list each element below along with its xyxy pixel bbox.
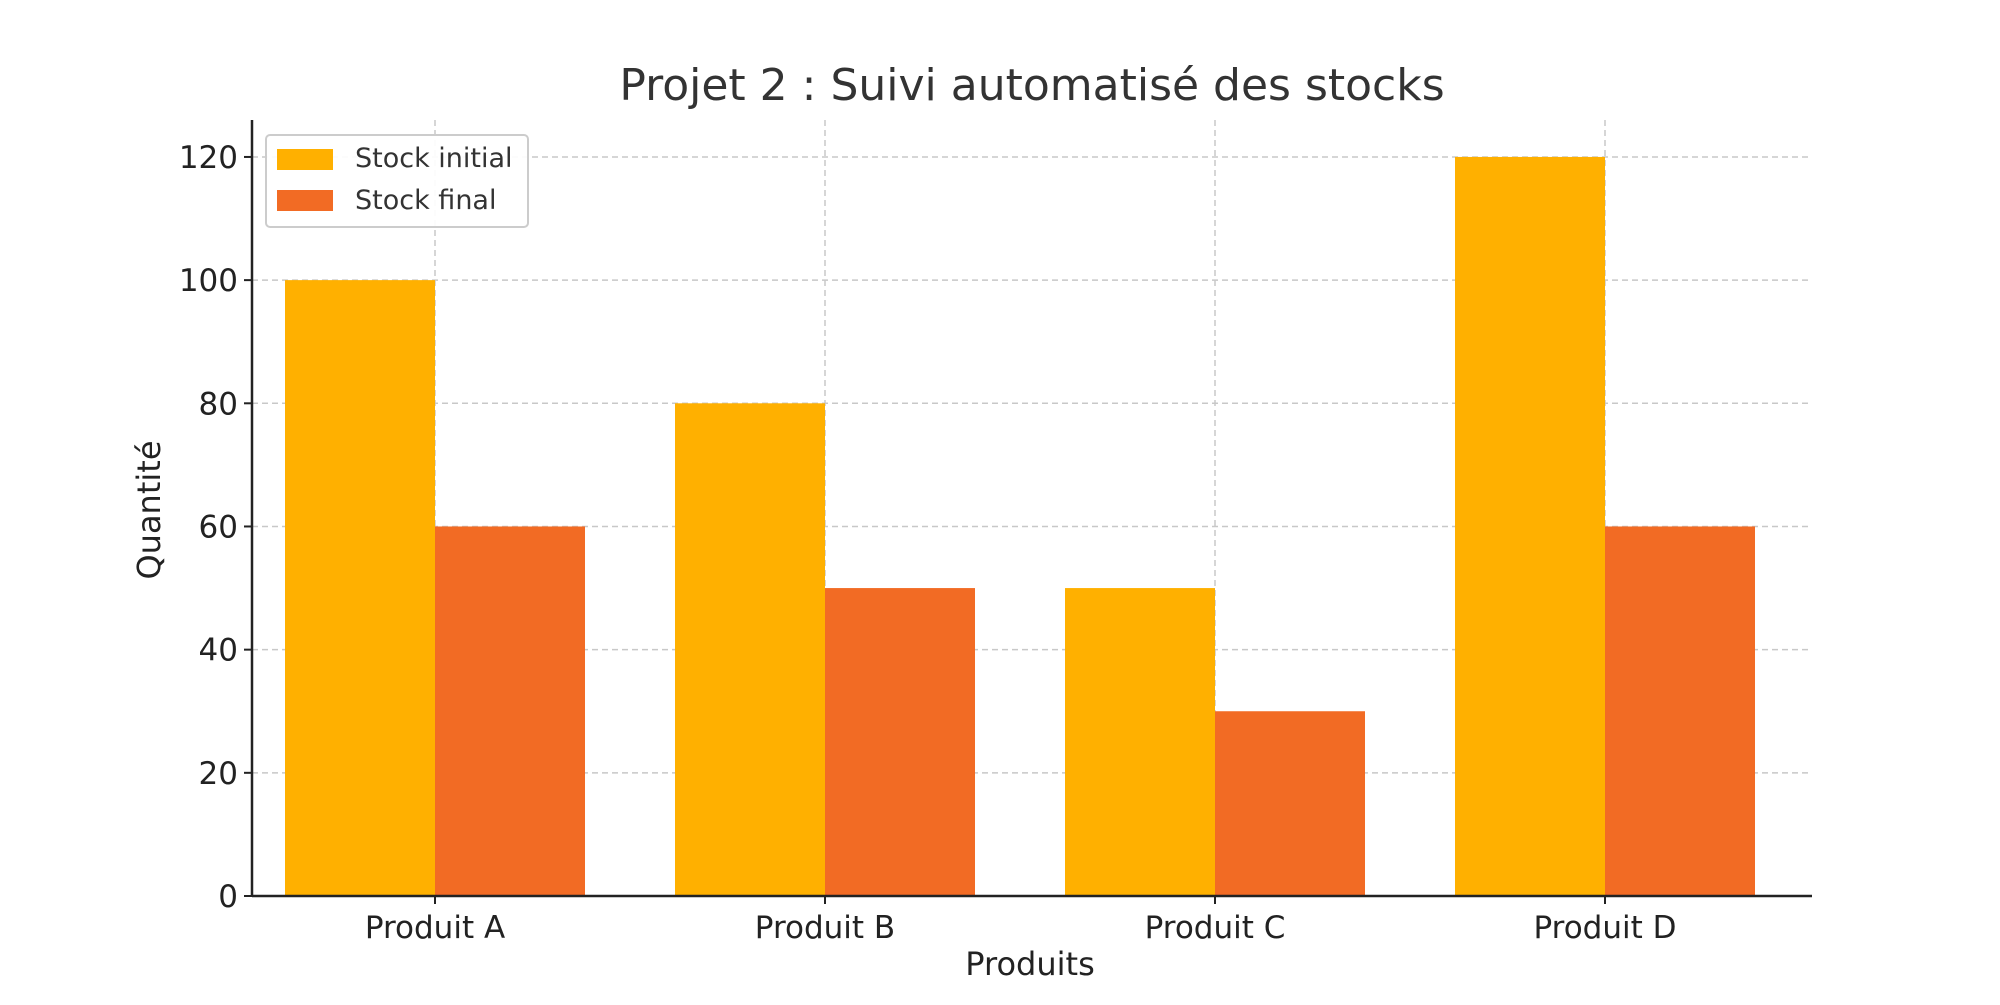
legend-label-stock-initial: Stock initial	[355, 143, 513, 174]
y-tick-label: 20	[199, 756, 238, 792]
x-tick-label: Produit C	[1145, 910, 1286, 946]
y-tick-label: 60	[199, 509, 238, 545]
x-tick-label: Produit D	[1534, 910, 1677, 946]
y-tick-label: 80	[199, 386, 238, 422]
y-tick-label: 40	[199, 633, 238, 669]
y-tick-label: 100	[179, 263, 238, 299]
bar-stock-initial-1	[675, 403, 825, 896]
bar-stock-initial-0	[285, 280, 435, 897]
x-tick-label: Produit B	[755, 910, 895, 946]
axes	[244, 120, 1812, 904]
tick-labels: 0 20 40 60 80 100 120 Produit A Produit B Produit…	[179, 140, 1677, 946]
x-axis-label: Produits	[965, 945, 1094, 983]
bar-stock-final-0	[435, 526, 585, 896]
legend-swatch-stock-final	[277, 190, 333, 211]
chart-title: Projet 2 : Suivi automatisé des stocks	[619, 60, 1444, 111]
bar-stock-initial-3	[1455, 156, 1605, 896]
bar-stock-final-2	[1215, 711, 1365, 896]
x-tick-label: Produit A	[365, 910, 505, 946]
bar-stock-final-3	[1605, 526, 1755, 896]
y-tick-label: 120	[179, 140, 238, 176]
bars	[285, 156, 1755, 897]
y-axis-label: Quantité	[130, 440, 168, 579]
legend-swatch-stock-initial	[277, 149, 333, 170]
legend: Stock initial Stock final	[265, 134, 529, 228]
bar-stock-final-1	[825, 588, 975, 896]
bar-stock-initial-2	[1065, 588, 1215, 896]
legend-label-stock-final: Stock final	[355, 185, 496, 216]
y-tick-label: 0	[218, 879, 238, 915]
